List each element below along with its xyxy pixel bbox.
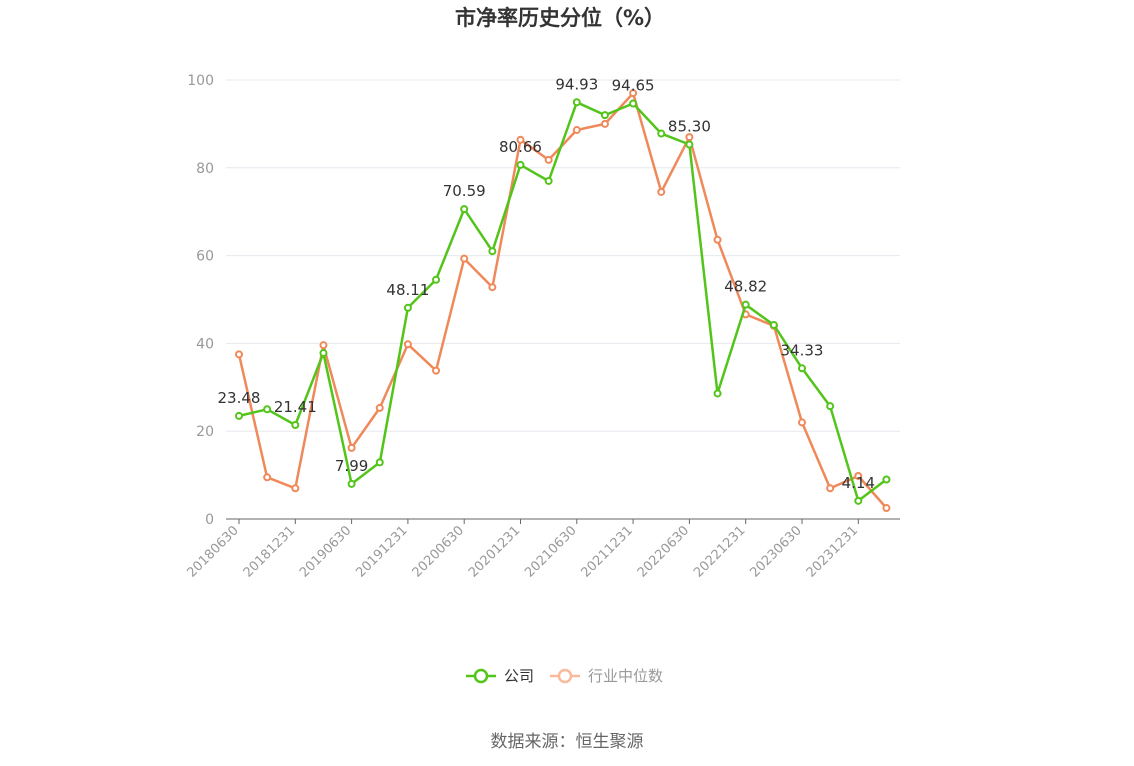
legend[interactable]: 公司 行业中位数: [466, 667, 663, 685]
series-group: [235, 89, 891, 513]
data-point: [403, 340, 412, 349]
x-axis: 2018063020181231201906302019123120200630…: [184, 518, 900, 581]
data-point: [319, 349, 328, 358]
data-point: [291, 421, 300, 430]
data-point: [263, 405, 272, 414]
data-point: [657, 129, 666, 138]
data-point: [741, 300, 750, 309]
series-line-1: [237, 91, 888, 509]
y-tick-label: 80: [196, 161, 214, 177]
x-tick-label: 20201231: [466, 523, 523, 580]
data-label: 85.30: [668, 118, 711, 136]
series-line-0: [238, 101, 888, 503]
data-labels: 23.48 21.41 7.99 48.11 70.59 80.66 94.93 94.65 8…: [218, 75, 875, 492]
legend-label: 公司: [504, 667, 534, 685]
y-axis: 0 20 40 60 80 100: [187, 73, 214, 528]
data-point: [291, 484, 300, 493]
data-point: [854, 471, 863, 480]
data-point: [516, 135, 525, 144]
data-point: [882, 475, 891, 484]
data-point: [600, 119, 609, 128]
chart-title: 市净率历史分位（%）: [455, 6, 665, 30]
data-point: [516, 160, 525, 169]
data-point: [713, 235, 722, 244]
data-point: [319, 341, 328, 350]
data-label: 23.48: [218, 389, 261, 407]
data-label: 94.65: [612, 76, 655, 94]
data-label: 34.33: [781, 341, 824, 359]
data-label: 80.66: [499, 138, 542, 156]
data-label: 7.99: [335, 457, 368, 475]
data-point: [798, 418, 806, 427]
data-point: [460, 205, 469, 214]
x-tick-label: 20191231: [353, 523, 410, 580]
y-tick-label: 20: [196, 424, 214, 440]
x-tick-label: 20231231: [804, 523, 861, 580]
data-point: [432, 275, 441, 284]
x-tick-label: 20181231: [241, 523, 298, 580]
data-point: [629, 99, 638, 108]
x-tick-label: 20211231: [579, 523, 636, 580]
y-tick-label: 0: [205, 512, 214, 528]
data-point: [854, 496, 863, 505]
data-label: 21.41: [274, 398, 317, 416]
x-tick-label: 20230630: [747, 523, 804, 580]
legend-marker: [557, 668, 573, 684]
grid-lines: [226, 79, 900, 432]
data-point: [263, 473, 272, 482]
data-point: [798, 364, 806, 373]
data-point: [882, 504, 891, 513]
x-tick-label: 20180630: [184, 523, 241, 580]
x-tick-label: 20220630: [635, 523, 692, 580]
data-point: [685, 140, 694, 149]
x-tick-label: 20190630: [297, 523, 354, 580]
data-point: [769, 320, 778, 329]
data-point: [629, 89, 638, 98]
data-point: [432, 366, 441, 375]
legend-item[interactable]: 公司: [466, 667, 534, 685]
y-tick-label: 40: [196, 336, 214, 352]
x-tick-label: 20210630: [522, 523, 579, 580]
data-point: [572, 98, 581, 107]
source-note: 数据来源：恒生聚源: [491, 732, 644, 752]
x-tick-label: 20200630: [410, 523, 467, 580]
data-point: [403, 303, 412, 312]
data-point: [544, 155, 553, 164]
data-label: 4.14: [842, 474, 875, 492]
legend-marker: [473, 668, 489, 684]
data-point: [235, 350, 243, 359]
data-point: [375, 403, 384, 412]
data-point: [488, 247, 497, 256]
data-point: [235, 411, 243, 420]
data-label: 70.59: [443, 182, 486, 200]
data-point: [572, 126, 581, 135]
data-point: [544, 176, 553, 185]
data-point: [488, 283, 497, 292]
y-tick-label: 100: [187, 73, 214, 89]
data-point: [685, 133, 694, 142]
legend-label: 行业中位数: [588, 667, 663, 685]
data-point: [347, 479, 356, 488]
data-point: [826, 484, 835, 493]
data-label: 94.93: [555, 75, 598, 93]
data-label: 48.11: [386, 281, 429, 299]
data-point: [713, 389, 722, 398]
data-point: [826, 402, 835, 411]
data-label: 48.82: [724, 278, 767, 296]
data-point: [600, 111, 609, 120]
data-point: [657, 187, 666, 196]
data-point: [347, 443, 356, 452]
legend-item[interactable]: 行业中位数: [550, 667, 663, 685]
data-point: [460, 254, 469, 263]
data-point: [375, 458, 384, 467]
y-tick-label: 60: [196, 249, 214, 265]
x-tick-label: 20221231: [691, 523, 748, 580]
